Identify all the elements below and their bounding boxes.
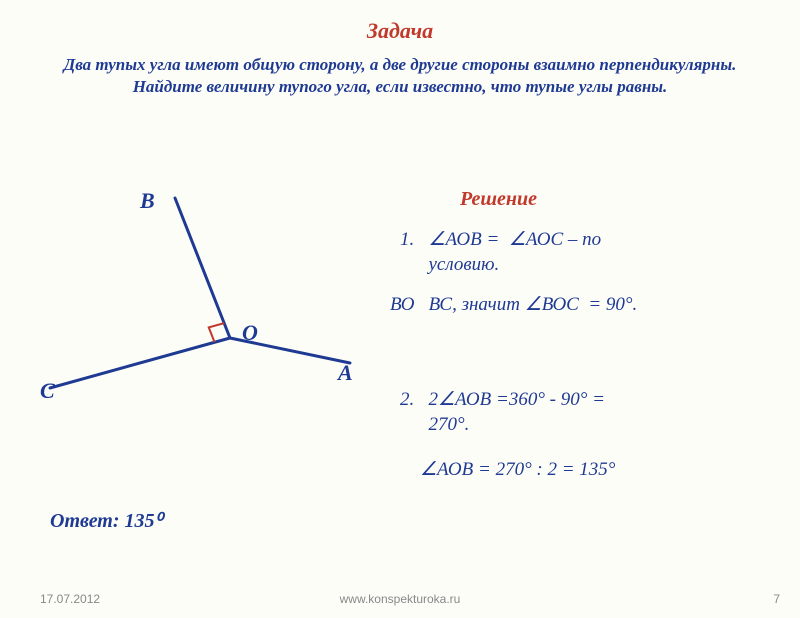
solution-note-perp: ВО ВС, значит ∠ВОС = 90°. xyxy=(390,293,637,318)
point-label-A: А xyxy=(338,360,353,386)
problem-title: Задача xyxy=(0,18,800,44)
answer-text: Ответ: 135⁰ xyxy=(50,508,163,533)
geometry-diagram: О А В С xyxy=(20,188,380,488)
footer-date: 17.07.2012 xyxy=(40,592,100,606)
footer-url: www.konspekturoka.ru xyxy=(340,592,461,606)
solution-step-2: 2. 2∠АОВ =360° - 90° = 270°. xyxy=(400,388,605,437)
point-label-B: В xyxy=(140,188,155,214)
solution-step-result: ∠АОВ = 270° : 2 = 135° xyxy=(420,458,615,483)
page-number: 7 xyxy=(773,592,780,606)
diagram-svg xyxy=(20,188,380,448)
solution-step-1: 1. ∠АОВ = ∠АОС – по условию. xyxy=(400,228,601,277)
point-label-C: С xyxy=(40,378,55,404)
point-label-O: О xyxy=(242,320,258,346)
solution-title: Решение xyxy=(460,188,537,211)
problem-statement: Два тупых угла имеют общую сторону, а дв… xyxy=(0,44,800,98)
